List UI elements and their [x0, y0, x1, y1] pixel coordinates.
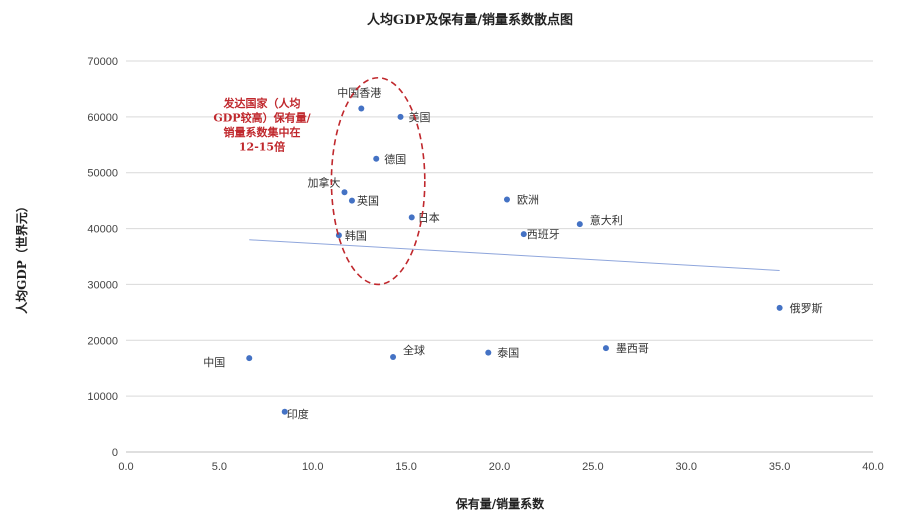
x-tick-label: 5.0: [212, 461, 227, 473]
data-point: [373, 155, 380, 162]
chart-title: 人均GDP及保有量/销量系数散点图: [367, 12, 573, 28]
data-point: [341, 189, 348, 196]
gridlines: [126, 60, 873, 397]
y-tick-label: 0: [112, 447, 118, 459]
x-tick-label: 15.0: [395, 461, 416, 473]
axes: 0 10000 20000 30000 40000 50000 60000 70000 0.0 5…: [87, 56, 883, 473]
x-tick-label: 10.0: [302, 461, 323, 473]
data-point-label: 全球: [403, 343, 425, 357]
data-point-label: 德国: [384, 152, 406, 166]
data-point-label: 中国: [203, 356, 225, 369]
highlight-ellipse: [330, 76, 426, 286]
x-tick-label: 20.0: [489, 461, 510, 473]
data-point: [776, 304, 783, 311]
data-point-label: 泰国: [497, 346, 519, 360]
data-point-label: 西班牙: [527, 228, 560, 241]
y-tick-label: 20000: [87, 335, 118, 347]
y-tick-label: 70000: [87, 56, 118, 68]
x-axis-title: 保有量/销量系数: [455, 496, 545, 511]
x-tick-label: 0.0: [118, 461, 133, 473]
x-tick-label: 30.0: [676, 461, 697, 473]
x-tick-label: 25.0: [582, 461, 603, 473]
data-point-label: 意大利: [590, 213, 623, 227]
data-point-label: 印度: [287, 407, 309, 421]
y-tick-label: 50000: [87, 168, 118, 180]
x-tick-label: 40.0: [862, 461, 883, 473]
y-tick-label: 30000: [87, 279, 118, 291]
annotation-text-line: 12-15倍: [239, 140, 285, 154]
data-point: [281, 408, 288, 415]
annotation-text-line: GDP较高）保有量/: [213, 111, 311, 125]
trendline: [249, 239, 780, 271]
data-point-label: 加拿大: [307, 175, 340, 189]
data-point: [390, 354, 397, 361]
data-point: [348, 197, 355, 204]
data-point-label: 墨西哥: [616, 342, 649, 355]
data-point: [602, 345, 609, 352]
data-point: [503, 196, 510, 203]
data-point: [397, 113, 404, 120]
y-tick-label: 40000: [87, 224, 118, 236]
data-point: [358, 105, 365, 112]
data-point: [246, 355, 253, 362]
y-axis-title: 人均GDP（世界元）: [14, 200, 29, 314]
data-point: [408, 214, 415, 221]
annotation-text-line: 销量系数集中在: [224, 125, 301, 139]
data-point-label: 日本: [418, 210, 440, 224]
data-point: [576, 221, 583, 228]
x-tick-label: 35.0: [769, 461, 790, 473]
data-point: [520, 231, 527, 238]
y-tick-label: 60000: [87, 112, 118, 124]
data-point: [335, 232, 342, 239]
y-tick-label: 10000: [87, 391, 118, 403]
annotation-text-line: 发达国家（人均: [223, 96, 301, 110]
data-point-label: 韩国: [345, 228, 367, 242]
trendline-group: [249, 239, 780, 271]
data-point-label: 英国: [357, 194, 379, 208]
data-point-label: 中国香港: [337, 86, 381, 99]
data-point-label: 欧洲: [517, 194, 539, 207]
data-point-label: 美国: [409, 111, 431, 124]
data-point: [485, 349, 492, 356]
data-point-label: 俄罗斯: [790, 302, 823, 315]
